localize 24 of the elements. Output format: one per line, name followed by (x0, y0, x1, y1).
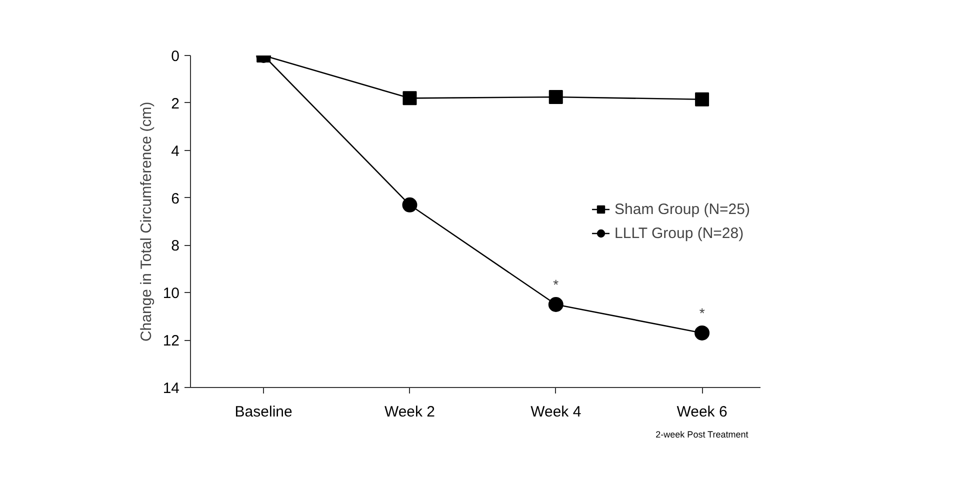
point (548, 297, 564, 312)
y-tick-label: 14 (162, 380, 180, 397)
text: 2-week Post Treatment (656, 430, 749, 440)
y-tick-label: 0 (171, 48, 180, 65)
point (548, 90, 563, 104)
point (402, 91, 417, 106)
y-axis-title: Change in Total Circumference (cm) (138, 102, 155, 342)
legend-label: Sham Group (N=25) (614, 200, 750, 218)
x-tick-label: Week 6 (676, 404, 728, 420)
x-tick-label: Baseline (234, 404, 292, 420)
x-tick-label: Week 4 (530, 404, 582, 420)
y-tick-label: 10 (162, 285, 180, 302)
y-tick-label: 6 (171, 190, 180, 208)
annotation: * (699, 304, 706, 321)
legend-label: LLLT Group (N=28) (614, 224, 744, 242)
point (694, 325, 710, 340)
point (695, 92, 710, 106)
y-tick-label: 8 (171, 238, 180, 255)
x-tick-label: Week 2 (384, 404, 436, 420)
point (402, 197, 418, 212)
y-tick-label: 4 (171, 142, 180, 160)
y-tick-label: 2 (171, 95, 180, 112)
y-tick-label: 12 (162, 332, 180, 350)
annotation: * (553, 276, 560, 292)
